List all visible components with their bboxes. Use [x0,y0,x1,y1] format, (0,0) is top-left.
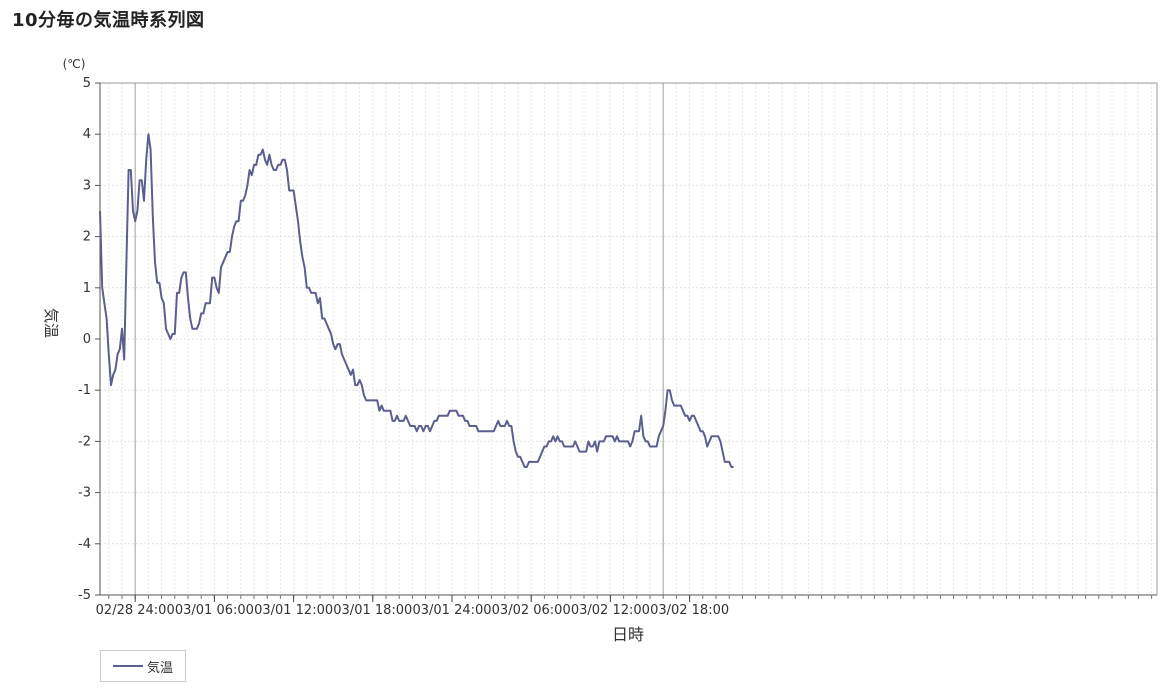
y-tick-label: 0 [83,332,91,347]
x-tick-label: 03/01 06:00 [175,603,254,618]
page-title: 10分毎の気温時系列図 [12,10,205,31]
series-layer [99,133,734,468]
x-tick-label: 03/01 18:00 [333,603,412,618]
x-axis-label: 日時 [612,625,644,644]
x-tick-label: 03/02 06:00 [492,603,571,618]
grid-layer [100,82,1157,596]
y-tick-label: 5 [83,76,91,91]
legend-label: 気温 [147,660,174,676]
x-tick-label: 03/01 24:00 [412,603,491,618]
y-tick-label: -3 [78,486,91,501]
x-tick-label: 03/02 18:00 [650,603,729,618]
y-tick-label: -1 [78,383,91,398]
x-tick-label: 03/01 12:00 [254,603,333,618]
series-line-kion [99,133,734,468]
y-tick-label: 4 [83,127,91,142]
legend-swatch [113,665,143,667]
x-tick-label: 03/02 12:00 [571,603,650,618]
y-tick-label: 2 [83,230,91,245]
y-tick-label: -5 [78,588,91,603]
y-tick-label: -4 [78,537,91,552]
y-tick-label: 1 [83,281,91,296]
y-axis-unit: (℃) [63,57,86,71]
chart-legend: 気温 [100,650,186,682]
x-tick-label: 02/28 24:00 [96,603,175,618]
y-axis-label: 気温 [42,308,60,338]
y-tick-label: -2 [78,434,91,449]
y-tick-label: 3 [83,178,91,193]
